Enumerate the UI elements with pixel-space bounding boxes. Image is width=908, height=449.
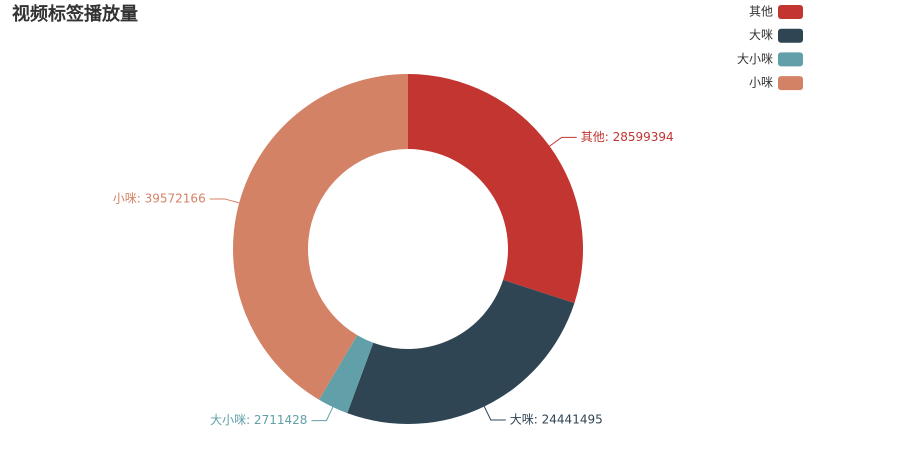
data-label: 其他: 28599394	[581, 130, 674, 144]
label-line	[311, 406, 334, 422]
legend-label: 大咪	[749, 28, 773, 42]
label-line	[209, 198, 240, 204]
label-line	[549, 136, 577, 147]
label-line	[483, 406, 506, 421]
legend-swatch	[778, 76, 803, 91]
data-label: 小咪: 39572166	[113, 191, 206, 205]
chart-title: 视频标签播放量	[12, 3, 138, 25]
legend-swatch	[778, 28, 803, 43]
data-label: 大小咪: 2711428	[210, 413, 307, 427]
pie-slice	[233, 74, 408, 400]
data-label: 大咪: 24441495	[510, 413, 603, 427]
legend-swatch	[778, 52, 803, 67]
legend-label: 其他	[749, 5, 773, 19]
legend-label: 大小咪	[737, 52, 773, 66]
pie-slice	[319, 335, 374, 414]
legend-label: 小咪	[749, 76, 773, 90]
pie-slice	[347, 279, 575, 425]
pie-slice	[408, 74, 583, 304]
legend-swatch	[778, 5, 803, 19]
